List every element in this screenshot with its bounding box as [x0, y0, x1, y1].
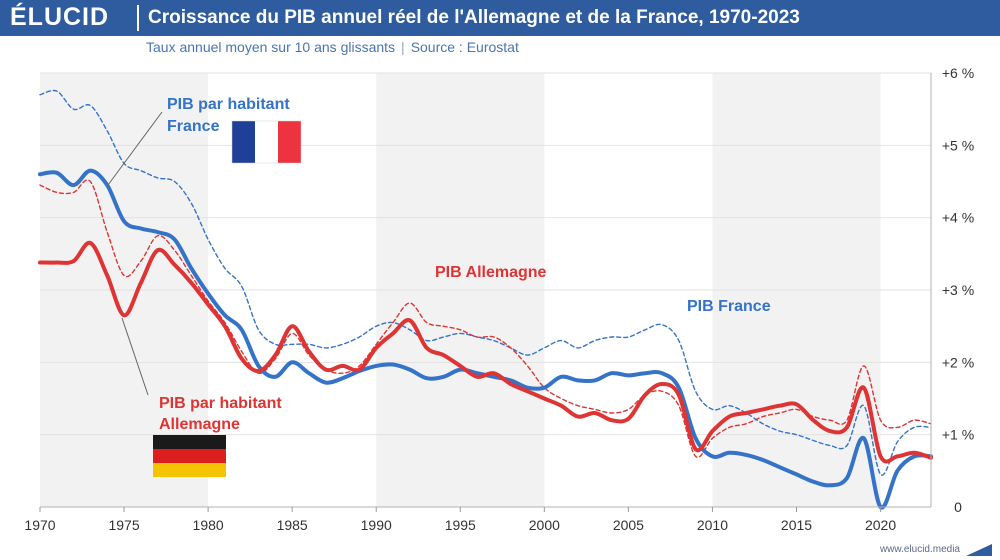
subtitle-text: Taux annuel moyen sur 10 ans glissants	[146, 39, 396, 55]
chart-subtitle: Taux annuel moyen sur 10 ans glissants | S…	[146, 39, 519, 55]
leader-line-germany-pc	[121, 317, 149, 396]
y-tick-label: +6 %	[942, 65, 974, 81]
y-tick-label: +3 %	[942, 282, 974, 298]
germany-flag-icon	[153, 435, 226, 477]
x-tick-label: 2010	[697, 517, 728, 533]
label-germany: PIB Allemagne	[435, 264, 547, 281]
series-line-pib-france	[39, 89, 932, 476]
series-line-pib-allemagne	[39, 179, 932, 459]
label-france-pc-line1: PIB par habitant	[167, 96, 290, 113]
y-tick-label: +5 %	[942, 137, 974, 153]
x-tick-label: 1970	[24, 517, 55, 533]
x-tick-label: 1985	[277, 517, 308, 533]
leader-line-france-pc	[107, 111, 163, 186]
y-tick-label: +1 %	[942, 427, 974, 443]
x-tick-label: 1980	[193, 517, 224, 533]
x-tick-label: 2020	[865, 517, 896, 533]
source-text: Source : Eurostat	[410, 39, 519, 55]
elucid-mark-icon	[966, 544, 992, 556]
y-tick-label: 0	[954, 499, 962, 515]
header-divider	[137, 5, 139, 31]
label-france: PIB France	[687, 298, 771, 315]
gridlines	[40, 72, 931, 436]
x-tick-label: 1990	[361, 517, 392, 533]
x-tick-label: 1995	[445, 517, 476, 533]
x-tick-label: 2005	[613, 517, 644, 533]
france-flag-icon	[231, 120, 302, 164]
chart-title: Croissance du PIB annuel réel de l'Allem…	[148, 7, 800, 28]
x-tick-label: 2015	[781, 517, 812, 533]
brand-logo[interactable]: ÉLUCID	[10, 3, 110, 31]
y-tick-label: +4 %	[942, 210, 974, 226]
header-bar: ÉLUCID Croissance du PIB annuel réel de …	[0, 0, 1000, 36]
website-link[interactable]: www.elucid.media	[879, 544, 960, 555]
series-line-pib-par-habitant-allemagne	[38, 240, 933, 464]
x-tick-label: 2000	[529, 517, 560, 533]
y-tick-label: +2 %	[942, 354, 974, 370]
x-tick-label: 1975	[108, 517, 139, 533]
axes: 1970 1975 1980 1985 1990 1995 2000 2005 2010 2015…	[24, 65, 974, 533]
label-germany-pc-line2: Allemagne	[159, 416, 240, 433]
series-lines	[38, 89, 933, 510]
annotations: PIB par habitant France PIB Allemagne PI…	[107, 96, 771, 477]
label-france-pc-line2: France	[167, 118, 220, 135]
subtitle-separator: |	[401, 39, 405, 55]
label-germany-pc-line1: PIB par habitant	[159, 395, 282, 412]
